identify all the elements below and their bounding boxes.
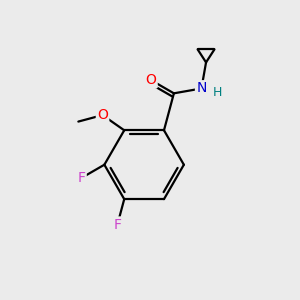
Text: F: F [113,218,122,232]
Text: H: H [212,86,222,99]
Text: F: F [77,171,86,185]
Text: O: O [146,73,156,87]
Text: O: O [97,108,108,122]
Text: N: N [196,82,207,95]
